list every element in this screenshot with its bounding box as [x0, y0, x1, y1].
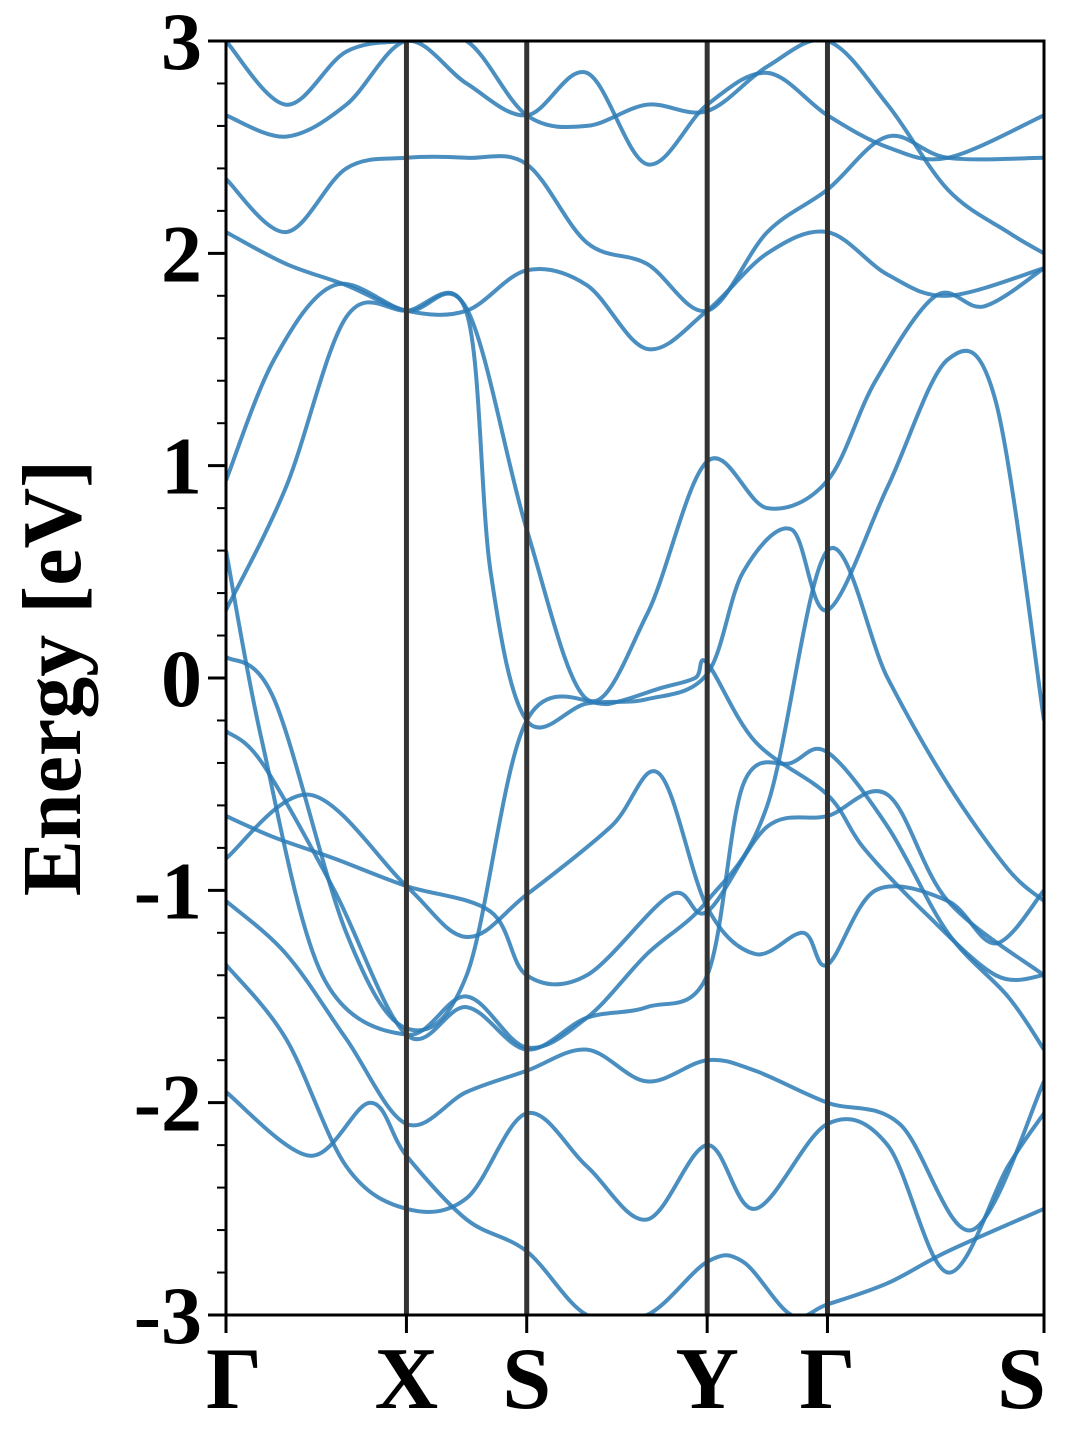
band-line-7: [226, 1090, 1044, 1315]
y-tick-label: -2: [134, 1058, 202, 1149]
y-tick-label: -1: [134, 845, 202, 936]
high-symmetry-lines: [403, 41, 830, 1315]
y-tick-label: 2: [161, 208, 202, 299]
kpoint-label: Y: [675, 1331, 739, 1428]
band-line-6: [226, 963, 1044, 1275]
y-tick-label: 3: [161, 0, 202, 87]
kpoint-label: X: [375, 1331, 439, 1428]
band-line-11: [226, 290, 1044, 730]
kpoint-label: S: [997, 1331, 1046, 1428]
band-line-8: [226, 133, 1044, 313]
band-line-2: [226, 789, 1044, 987]
band-lines: [226, 41, 1044, 1315]
band-line-4: [226, 729, 1044, 1052]
band-line-12: [226, 545, 1044, 1050]
kpoint-label: S: [502, 1331, 551, 1428]
y-axis-ticks: -3 -2 -1 0 1 2 3: [134, 0, 226, 1361]
y-tick-label: 0: [161, 633, 202, 724]
band-line-13: [226, 41, 1044, 167]
y-tick-label: -3: [134, 1270, 202, 1361]
band-line-10: [226, 266, 1044, 704]
band-line-14: [226, 41, 1044, 256]
band-line-3: [226, 655, 1044, 1033]
band-line-9: [226, 229, 1044, 352]
y-axis-label: Energy [eV]: [6, 460, 99, 896]
kpoint-label: Γ: [799, 1331, 855, 1428]
band-line-5: [226, 899, 1044, 1233]
y-tick-label: 1: [161, 421, 202, 512]
kpoint-label: Γ: [206, 1331, 262, 1428]
